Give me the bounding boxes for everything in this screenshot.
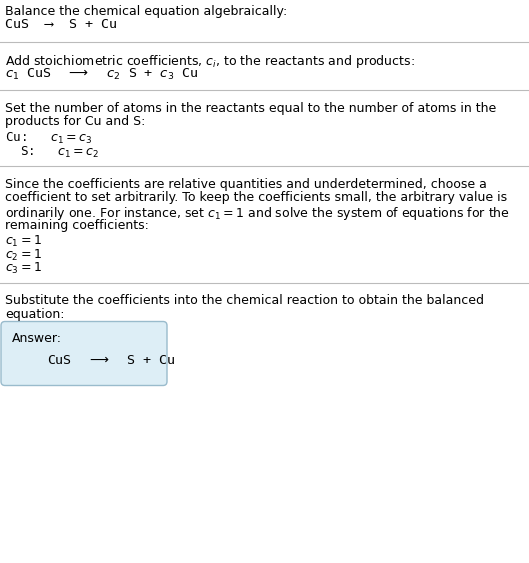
Text: CuS  ⟶  S + Cu: CuS ⟶ S + Cu [5, 19, 117, 32]
Text: $c_1 = 1$: $c_1 = 1$ [5, 234, 42, 249]
Text: S:   $c_1 = c_2$: S: $c_1 = c_2$ [5, 145, 99, 159]
Text: CuS  $\longrightarrow$  S + Cu: CuS $\longrightarrow$ S + Cu [47, 355, 176, 368]
Text: remaining coefficients:: remaining coefficients: [5, 218, 149, 231]
Text: Answer:: Answer: [12, 332, 62, 345]
Text: $c_2 = 1$: $c_2 = 1$ [5, 248, 42, 262]
Text: Cu:   $c_1 = c_3$: Cu: $c_1 = c_3$ [5, 131, 92, 146]
Text: Balance the chemical equation algebraically:: Balance the chemical equation algebraica… [5, 5, 287, 18]
FancyBboxPatch shape [1, 321, 167, 386]
Text: coefficient to set arbitrarily. To keep the coefficients small, the arbitrary va: coefficient to set arbitrarily. To keep … [5, 191, 507, 204]
Text: $c_1$ CuS  $\longrightarrow$  $c_2$ S + $c_3$ Cu: $c_1$ CuS $\longrightarrow$ $c_2$ S + $c… [5, 67, 198, 82]
Text: products for Cu and S:: products for Cu and S: [5, 115, 145, 128]
Text: Since the coefficients are relative quantities and underdetermined, choose a: Since the coefficients are relative quan… [5, 178, 487, 191]
Text: $c_3 = 1$: $c_3 = 1$ [5, 261, 42, 276]
Text: Substitute the coefficients into the chemical reaction to obtain the balanced: Substitute the coefficients into the che… [5, 294, 484, 307]
Text: Add stoichiometric coefficients, $c_i$, to the reactants and products:: Add stoichiometric coefficients, $c_i$, … [5, 53, 415, 70]
Text: equation:: equation: [5, 308, 65, 321]
Text: Set the number of atoms in the reactants equal to the number of atoms in the: Set the number of atoms in the reactants… [5, 102, 496, 115]
Text: ordinarily one. For instance, set $c_1 = 1$ and solve the system of equations fo: ordinarily one. For instance, set $c_1 =… [5, 205, 510, 222]
